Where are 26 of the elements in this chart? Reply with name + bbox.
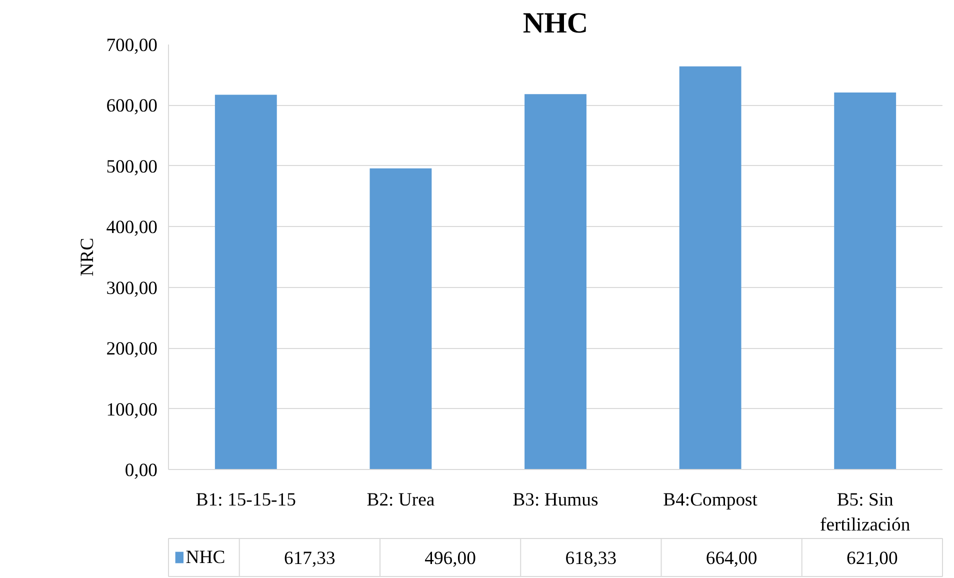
y-tick-label: 100,00 (106, 399, 158, 420)
bar (214, 94, 277, 470)
y-tick-label: 0,00 (124, 460, 158, 481)
data-label: 621,00 (846, 548, 898, 569)
x-tick-label: B2: Urea (366, 490, 436, 510)
bar (524, 94, 586, 470)
y-tick-label: 500,00 (106, 156, 158, 178)
y-tick-label: 400,00 (106, 217, 158, 238)
data-label: 664,00 (706, 548, 758, 569)
x-tick-label: B1: 15-15-15 (196, 490, 296, 510)
x-tick-label: B3: Humus (512, 490, 598, 510)
chart-title: NHC (522, 8, 588, 40)
x-tick-label: B5: Sin fertilización (820, 490, 911, 536)
data-label: 617,33 (284, 548, 336, 569)
data-label: 496,00 (424, 548, 476, 569)
legend-label: NHC (186, 547, 226, 568)
y-tick-label: 200,00 (106, 338, 158, 360)
bar (370, 168, 432, 470)
x-tick-label: B4:Compost (663, 490, 758, 510)
y-tick-label: 300,00 (106, 278, 158, 299)
y-tick-label: 600,00 (106, 96, 158, 117)
bar (834, 92, 896, 470)
data-label: 618,33 (565, 548, 617, 569)
y-tick-label: 700,00 (106, 35, 158, 56)
bar (679, 66, 742, 470)
y-axis-title: NRC (77, 238, 98, 276)
